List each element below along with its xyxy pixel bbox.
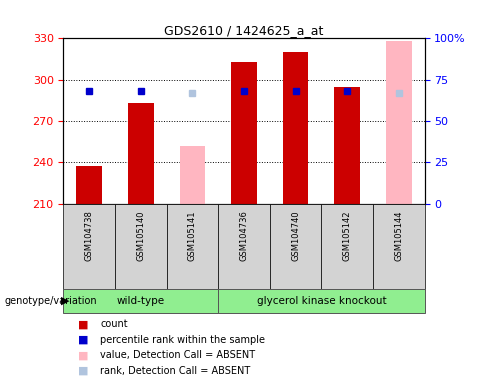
Bar <box>63 289 218 313</box>
Bar <box>76 166 102 204</box>
Text: count: count <box>100 319 128 329</box>
Text: GSM105144: GSM105144 <box>394 210 403 261</box>
Text: rank, Detection Call = ABSENT: rank, Detection Call = ABSENT <box>100 366 250 376</box>
Bar <box>128 103 154 204</box>
Text: GSM105140: GSM105140 <box>136 210 145 261</box>
Bar <box>283 52 308 204</box>
Text: percentile rank within the sample: percentile rank within the sample <box>100 335 265 345</box>
Bar <box>334 86 360 204</box>
Text: wild-type: wild-type <box>117 296 165 306</box>
Text: glycerol kinase knockout: glycerol kinase knockout <box>257 296 386 306</box>
Bar <box>231 62 257 204</box>
Bar <box>63 204 115 290</box>
Text: GSM104738: GSM104738 <box>85 210 94 261</box>
Bar <box>218 289 425 313</box>
Bar <box>270 204 322 290</box>
Bar <box>218 204 270 290</box>
Bar <box>180 146 205 204</box>
Text: ■: ■ <box>78 319 89 329</box>
Text: GSM105141: GSM105141 <box>188 210 197 261</box>
Text: ▶: ▶ <box>61 296 69 306</box>
Text: ■: ■ <box>78 366 89 376</box>
Text: genotype/variation: genotype/variation <box>5 296 98 306</box>
Bar <box>166 204 218 290</box>
Text: ■: ■ <box>78 350 89 360</box>
Bar <box>373 204 425 290</box>
Text: GSM104736: GSM104736 <box>240 210 248 261</box>
Text: GSM105142: GSM105142 <box>343 210 352 261</box>
Bar <box>115 204 166 290</box>
Title: GDS2610 / 1424625_a_at: GDS2610 / 1424625_a_at <box>164 24 324 37</box>
Bar <box>386 41 412 204</box>
Text: GSM104740: GSM104740 <box>291 210 300 261</box>
Bar <box>322 204 373 290</box>
Text: ■: ■ <box>78 335 89 345</box>
Text: value, Detection Call = ABSENT: value, Detection Call = ABSENT <box>100 350 255 360</box>
